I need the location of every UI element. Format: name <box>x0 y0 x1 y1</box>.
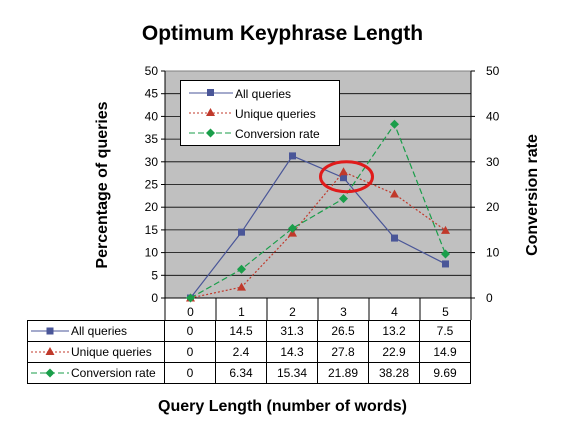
legend-label: All queries <box>235 87 292 101</box>
series-line <box>190 122 447 299</box>
x-tick-label: 2 <box>289 305 296 319</box>
table-cell: 9.69 <box>419 362 471 384</box>
y2-tick-label: 40 <box>486 109 500 123</box>
table-cell: 14.9 <box>419 341 471 363</box>
table-key-diamond-icon <box>31 368 69 378</box>
series-line <box>190 171 446 299</box>
legend-item-all-queries: All queries <box>181 84 341 104</box>
x-tick-label: 3 <box>340 305 347 319</box>
annotation-circle <box>319 160 374 194</box>
table-row-key: Conversion rate <box>27 362 165 384</box>
table-cell: 0 <box>164 362 216 384</box>
data-point <box>237 282 246 291</box>
chart-title: Optimum Keyphrase Length <box>141 22 424 45</box>
table-row: All queries 0 14.5 31.3 26.5 13.2 7.5 <box>27 320 471 342</box>
y-tick-label: 40 <box>145 109 159 123</box>
y-tick-label: 25 <box>145 178 159 192</box>
x-tick-label: 5 <box>442 305 449 319</box>
data-point <box>390 119 399 129</box>
legend-label: Unique queries <box>235 107 316 121</box>
data-point <box>339 194 348 204</box>
table-cell: 2.4 <box>215 341 267 363</box>
table-cell: 0 <box>164 320 216 342</box>
x-tick-label: 0 <box>187 305 194 319</box>
y2-tick-label: 30 <box>486 155 500 169</box>
y2-tick-label: 50 <box>486 64 500 78</box>
y-tick-label: 0 <box>151 291 158 305</box>
table-cell: 22.9 <box>368 341 420 363</box>
x-axis-label: Query Length (number of words) <box>158 398 407 415</box>
legend: All queries Unique queries Conversion ra… <box>180 80 340 146</box>
table-cell: 6.34 <box>215 362 267 384</box>
data-point <box>238 228 245 236</box>
legend-item-conversion-rate: Conversion rate <box>181 124 341 144</box>
data-point <box>441 225 450 234</box>
data-point <box>340 174 347 182</box>
data-point <box>442 260 449 268</box>
table-cell: 0 <box>164 341 216 363</box>
table-key-triangle-icon <box>31 347 69 355</box>
data-point <box>390 189 399 198</box>
data-point <box>289 152 296 160</box>
table-cell: 38.28 <box>368 362 420 384</box>
y2-tick-label: 10 <box>486 246 500 260</box>
y-tick-label: 35 <box>145 132 159 146</box>
y2-tick-label: 0 <box>486 291 493 305</box>
y-tick-label: 20 <box>145 200 159 214</box>
y2-tick-label: 20 <box>486 200 500 214</box>
legend-swatch-square-icon <box>189 89 233 96</box>
series-line <box>190 155 446 299</box>
data-table: All queries 0 14.5 31.3 26.5 13.2 7.5 Un… <box>27 320 471 384</box>
y-tick-label: 15 <box>145 223 159 237</box>
y-tick-label: 5 <box>151 268 158 282</box>
data-point <box>339 167 348 176</box>
table-cell: 7.5 <box>419 320 471 342</box>
table-row-key: All queries <box>27 320 165 342</box>
table-cell: 14.5 <box>215 320 267 342</box>
data-point <box>237 264 246 274</box>
legend-label: Conversion rate <box>235 127 320 141</box>
table-cell: 26.5 <box>317 320 369 342</box>
y-tick-label: 45 <box>145 87 159 101</box>
y-tick-label: 10 <box>145 246 159 260</box>
table-cell: 14.3 <box>266 341 318 363</box>
legend-swatch-diamond-icon <box>189 128 233 138</box>
table-row-key: Unique queries <box>27 341 165 363</box>
table-row: Conversion rate 0 6.34 15.34 21.89 38.28… <box>27 362 471 384</box>
data-point <box>441 249 450 259</box>
legend-swatch-triangle-icon <box>189 108 233 116</box>
x-tick-label: 1 <box>238 305 245 319</box>
legend-item-unique-queries: Unique queries <box>181 104 341 124</box>
y-tick-label: 30 <box>145 155 159 169</box>
table-cell: 27.8 <box>317 341 369 363</box>
y-tick-label: 50 <box>145 64 159 78</box>
data-point <box>391 234 398 242</box>
table-cell: 21.89 <box>317 362 369 384</box>
x-tick-label: 4 <box>391 305 398 319</box>
data-point <box>186 293 195 303</box>
table-cell: 15.34 <box>266 362 318 384</box>
table-cell: 13.2 <box>368 320 420 342</box>
data-point <box>288 223 297 233</box>
table-row: Unique queries 0 2.4 14.3 27.8 22.9 14.9 <box>27 341 471 363</box>
table-key-square-icon <box>31 327 69 335</box>
table-cell: 31.3 <box>266 320 318 342</box>
